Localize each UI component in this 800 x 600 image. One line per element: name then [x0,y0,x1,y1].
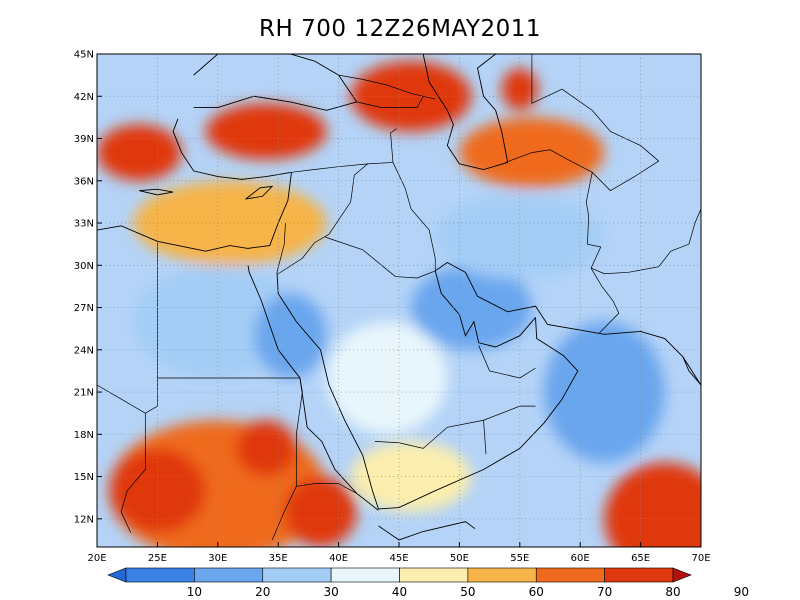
lat-tick-label: 33N [74,219,94,230]
sudan-libya-line [97,384,146,414]
lat-tick-label: 12N [74,514,94,525]
colorbar-bin [604,567,674,583]
persian-gulf-iran-coast [434,261,701,386]
turkmenistan-border [505,149,659,192]
turkey-high-rh [205,103,327,160]
colorbar-label: 50 [460,585,475,599]
saudi-iraq-border [325,236,436,279]
anatolia-south-coast [172,118,292,180]
iran-turkey-border [390,128,397,163]
colorbar-label: 70 [597,585,612,599]
caspian-coast [422,54,509,170]
sudan-ethiopia-border [271,377,303,541]
lon-tick-label: 20E [87,553,106,564]
colorbar-bin [194,567,264,583]
graticule [97,54,701,547]
yemen-moderate-rh [350,441,472,512]
yemen-oman-border [483,420,487,455]
red-sea-dry [254,293,327,378]
lat-tick-label: 42N [74,92,94,103]
crete [139,188,174,196]
caucasus-ridge [338,74,436,100]
colorbar-label: 60 [529,585,544,599]
lat-tick-label: 27N [74,303,94,314]
lon-tick-label: 35E [269,553,288,564]
lat-tick-label: 21N [74,388,94,399]
lon-tick-label: 55E [510,553,529,564]
mediterranean-south-coast [97,172,292,252]
colorbar-label: 20 [255,585,270,599]
ethiopia-high-rh [284,476,357,547]
lat-tick-label: 24N [74,345,94,356]
persian-gulf-arabia-coast [434,270,536,348]
uzbek-border [531,54,659,162]
chad-sudan-border [120,469,146,534]
caucasus-high-rh [350,61,472,132]
lon-tick-label: 70E [691,553,710,564]
lon-tick-label: 25E [148,553,167,564]
lat-tick-label: 36N [74,176,94,187]
arabia-red-sea-coast [276,272,379,510]
arabian-sea-north-dry [543,321,665,463]
lat-tick-label: 15N [74,472,94,483]
coastlines [97,54,701,541]
iran-iraq-border [392,162,436,271]
somalia-coast [378,521,476,541]
aegean-high-rh [97,124,182,181]
georgia-border [356,96,424,108]
gulf-of-aden-coast [378,317,579,510]
lon-tick-label: 40E [329,553,348,564]
lat-tick-label: 39N [74,134,94,145]
arabian-sea-high-rh [604,462,701,547]
colorbar-bin-low [107,567,127,583]
colorbar-bin [535,567,605,583]
eritrea-ethiopia-border [296,483,357,494]
map-title: RH 700 12Z26MAY2011 [259,16,541,42]
lat-tick-label: 18N [74,430,94,441]
gulf-dry [411,265,532,350]
iran-dry [435,194,605,280]
nile-delta-red-sea-coast [247,265,379,511]
colorbar-label: 10 [187,585,202,599]
colorbar-bin [125,567,195,583]
saudi-uae-border [478,345,536,379]
colorbar-bin [330,567,400,583]
lat-tick-label: 30N [74,261,94,272]
lon-tick-label: 60E [571,553,590,564]
colorbar-label: 30 [323,585,338,599]
afghanistan-pakistan-border [590,208,701,275]
caspian-high-rh [501,68,538,111]
lon-tick-label: 65E [631,553,650,564]
lon-tick-label: 45E [389,553,408,564]
colorbar-label: 80 [665,585,680,599]
lon-tick-label: 30E [208,553,227,564]
colorbar: 10 20 30 40 50 60 70 80 90 [107,567,749,599]
colorbar-bin [262,567,332,583]
syria-iraq-border [328,163,368,235]
jordan-saudi-border [278,233,330,275]
cyprus [245,185,274,200]
india-west-coast [682,356,701,386]
israel-jordan-border [276,223,286,273]
colorbar-bin [467,567,537,583]
colorbar-label: 40 [392,585,407,599]
colorbar-label: 90 [734,585,749,599]
black-sea-south-coast [193,95,357,111]
lat-tick-label: 45N [74,50,94,61]
lon-tick-label: 50E [450,553,469,564]
axis-ticks: 20E 25E 30E 35E 40E 45E 50E 55E 60E 65E 70E 12N 15N 1… [74,50,711,565]
colorbar-bin-high [672,567,692,583]
central-arabia-moderate [326,321,448,435]
iran-afghanistan-border [585,172,620,334]
sudan-core-high-rh [235,420,297,477]
colorbar-bin [399,567,469,583]
